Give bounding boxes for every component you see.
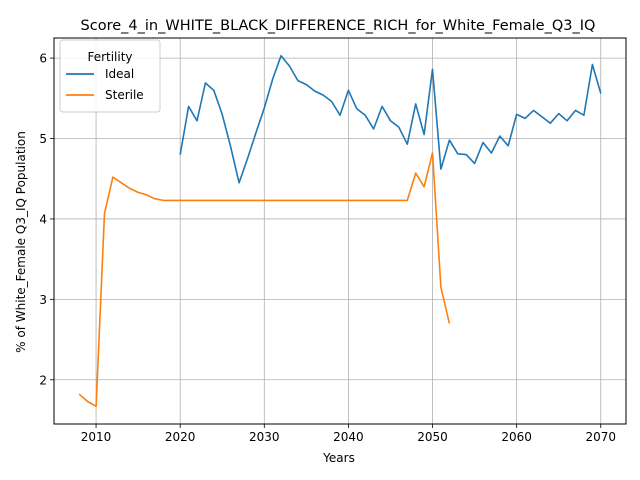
x-tick-label: 2040	[333, 430, 364, 444]
legend-title: Fertility	[87, 50, 132, 64]
x-tick-label: 2030	[249, 430, 280, 444]
y-tick-label: 3	[39, 293, 47, 307]
y-tick-label: 2	[39, 373, 47, 387]
x-axis-label: Years	[322, 451, 355, 465]
x-tick-label: 2010	[81, 430, 112, 444]
plot-frame	[53, 37, 627, 425]
x-tick-label: 2060	[501, 430, 532, 444]
legend-label-sterile: Sterile	[105, 88, 144, 102]
x-tick-label: 2020	[165, 430, 196, 444]
x-axis-ticks: 2010 2020 2030 2040 2050 2060 2070	[81, 424, 616, 444]
legend-label-ideal: Ideal	[105, 67, 134, 81]
legend-items: Ideal Sterile	[66, 67, 144, 102]
y-tick-label: 5	[39, 132, 47, 146]
legend: Fertility Ideal Sterile	[59, 39, 161, 113]
x-tick-label: 2050	[417, 430, 448, 444]
series-line-ideal	[179, 54, 602, 184]
y-axis-ticks: 2 3 4 5 6	[39, 52, 54, 387]
y-tick-label: 4	[39, 212, 47, 226]
series-line-sterile	[78, 152, 451, 408]
chart-title: Score_4_in_WHITE_BLACK_DIFFERENCE_RICH_f…	[81, 18, 596, 34]
y-axis-label: % of White_Female Q3_IQ Population	[14, 131, 28, 353]
y-tick-label: 6	[39, 52, 47, 66]
legend-box	[59, 39, 161, 113]
series-lines	[78, 54, 602, 408]
x-tick-label: 2070	[585, 430, 616, 444]
